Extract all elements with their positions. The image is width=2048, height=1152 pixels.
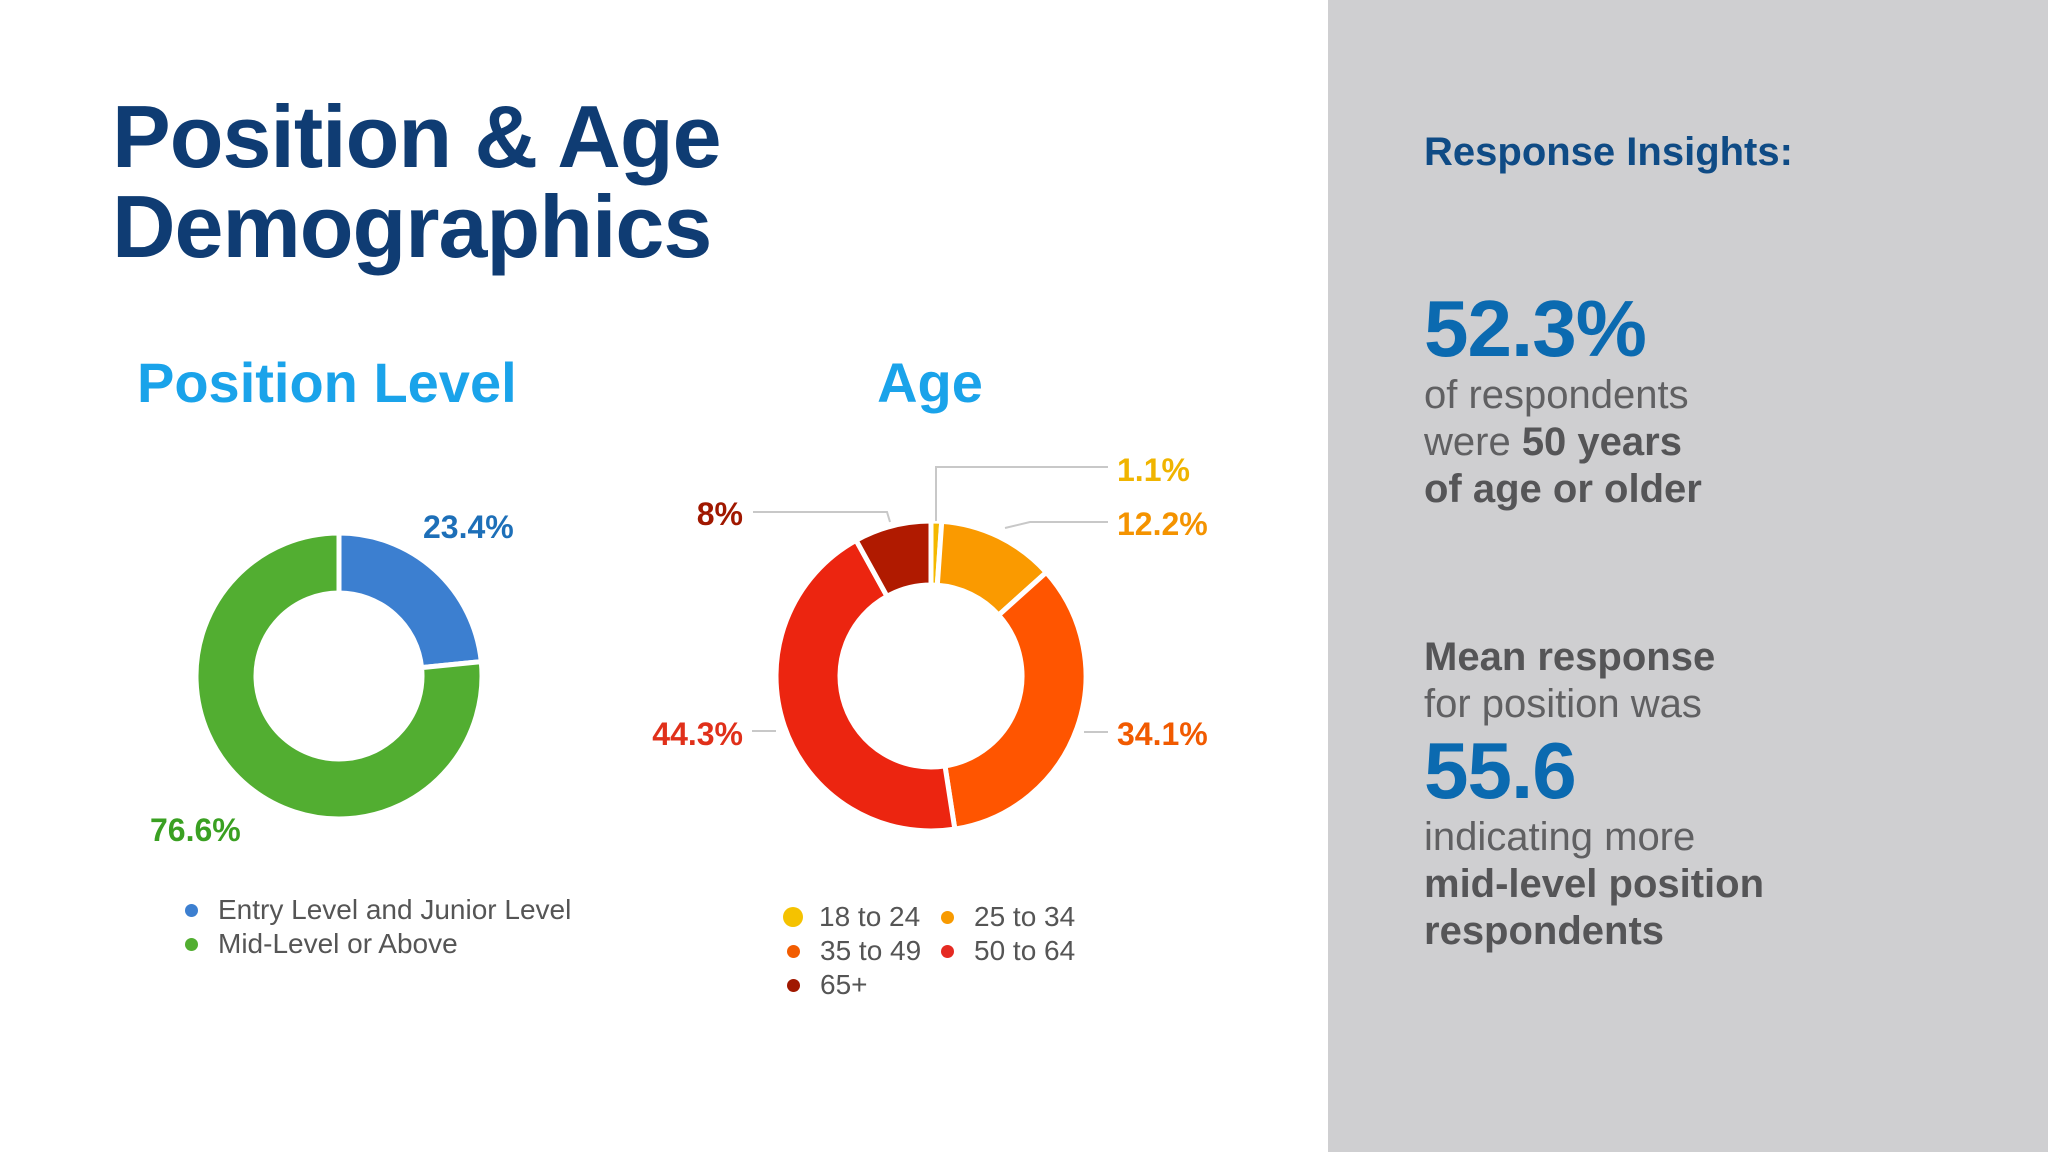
leader-line xyxy=(935,466,1108,521)
legend-swatch xyxy=(783,907,803,927)
stat-age-line: of respondents xyxy=(1424,373,1689,417)
legend-item: 50 to 64 xyxy=(941,934,1099,968)
insights-panel xyxy=(1328,0,2048,1152)
legend-swatch xyxy=(787,944,800,958)
legend-swatch xyxy=(941,910,954,924)
data-label: 1.1% xyxy=(1117,452,1190,488)
stat-position-line: indicating more xyxy=(1424,815,1696,859)
legend-item: 25 to 34 xyxy=(941,900,1099,934)
charts-canvas: 23.4% 76.6% 1.1% 12.2% 34.1% 44.3% 8% xyxy=(150,452,1208,848)
donut-slice xyxy=(853,518,934,599)
stat-age-text: were xyxy=(1424,420,1522,464)
position-chart-title: Position Level xyxy=(137,351,517,414)
leader-line xyxy=(753,511,891,523)
stat-position-emphasis: respondents xyxy=(1424,909,1665,953)
data-label: 34.1% xyxy=(1117,716,1208,752)
page-title-line-2: Demographics xyxy=(112,177,712,276)
legend-item: 18 to 24 xyxy=(783,900,941,934)
legend-label: Entry Level and Junior Level xyxy=(218,894,572,925)
legend-label: 35 to 49 xyxy=(820,935,922,966)
insight-position: Mean response for position was 55.6 indi… xyxy=(1424,634,1764,955)
stat-age-value: 52.3% xyxy=(1424,284,1647,373)
age-legend: 18 to 24 25 to 34 35 to 49 50 to 64 65+ xyxy=(783,900,1103,1002)
donut-slice xyxy=(942,569,1089,832)
page-title: Position & Age Demographics xyxy=(112,87,722,276)
donut-slice xyxy=(773,537,958,834)
legend-label: 25 to 34 xyxy=(974,901,1076,932)
data-label: 12.2% xyxy=(1117,506,1208,542)
stat-age-emphasis: of age or older xyxy=(1424,467,1702,511)
data-label: 8% xyxy=(697,496,743,532)
legend-item: 35 to 49 xyxy=(783,934,941,968)
stat-age-emphasis: 50 years xyxy=(1521,420,1682,464)
stat-position-line: for position was xyxy=(1424,682,1702,726)
legend-swatch xyxy=(185,937,198,951)
position-legend: Entry Level and Junior Level Mid-Level o… xyxy=(185,893,571,961)
data-label: 23.4% xyxy=(423,509,514,545)
legend-label: 50 to 64 xyxy=(974,935,1076,966)
legend-label: 65+ xyxy=(820,969,868,1000)
leader-line xyxy=(1004,521,1108,529)
donut-slice xyxy=(193,530,485,822)
stat-position-value: 55.6 xyxy=(1424,726,1577,815)
data-label: 44.3% xyxy=(652,716,743,752)
legend-swatch xyxy=(787,978,800,992)
legend-swatch xyxy=(941,944,954,958)
stat-position-emphasis: mid-level position xyxy=(1424,862,1765,906)
legend-item: 65+ xyxy=(783,968,941,1002)
donut-slice xyxy=(336,530,484,671)
legend-item: Entry Level and Junior Level xyxy=(185,893,571,927)
legend-swatch xyxy=(185,903,198,917)
age-chart-title: Age xyxy=(877,351,983,414)
insight-age: 52.3% of respondents were 50 years of ag… xyxy=(1424,286,1702,513)
stat-position-emphasis: Mean response xyxy=(1424,635,1716,679)
data-label: 76.6% xyxy=(150,812,241,848)
stat-age-line: were 50 years xyxy=(1424,419,1702,466)
legend-label: Mid-Level or Above xyxy=(218,928,458,959)
page-title-line-1: Position & Age xyxy=(112,87,722,186)
legend-label: 18 to 24 xyxy=(819,901,921,932)
left-panel xyxy=(0,0,1328,1152)
legend-item: Mid-Level or Above xyxy=(185,927,571,961)
insights-heading: Response Insights: xyxy=(1424,130,1793,174)
